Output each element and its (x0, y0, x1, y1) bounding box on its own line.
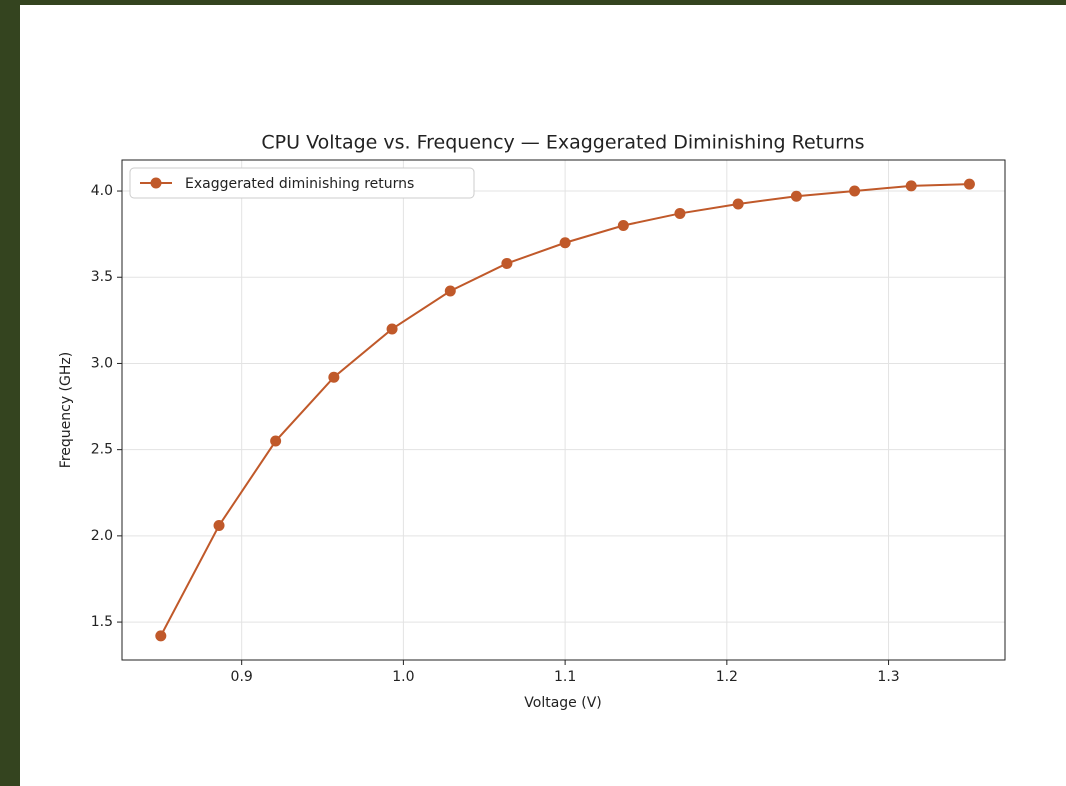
data-point (674, 207, 686, 219)
y-tick-label: 4.0 (91, 183, 113, 199)
data-point (501, 257, 513, 269)
y-tick-label: 3.0 (91, 355, 113, 371)
data-point (559, 237, 571, 249)
y-axis-label: Frequency (GHz) (58, 352, 74, 468)
chart-title: CPU Voltage vs. Frequency — Exaggerated … (261, 132, 864, 154)
y-tick-label: 2.5 (91, 442, 113, 458)
data-point (155, 630, 167, 642)
data-point (270, 435, 282, 447)
x-tick-label: 1.1 (554, 669, 576, 685)
x-axis-label: Voltage (V) (524, 695, 601, 711)
data-point (386, 323, 398, 335)
x-tick-label: 1.2 (716, 669, 738, 685)
y-tick-label: 3.5 (91, 269, 113, 285)
data-point (328, 371, 340, 383)
plot-frame (121, 159, 1006, 661)
legend-box (129, 167, 475, 199)
data-point (213, 520, 225, 532)
legend-label: Exaggerated diminishing returns (185, 176, 414, 192)
x-tick-label: 0.9 (231, 669, 253, 685)
data-point (963, 178, 975, 190)
legend-marker (150, 177, 162, 189)
figure (20, 5, 1066, 786)
data-point (849, 185, 861, 197)
x-tick-label: 1.0 (392, 669, 414, 685)
data-point (444, 285, 456, 297)
x-tick-label: 1.3 (877, 669, 899, 685)
data-point (905, 180, 917, 192)
data-point (732, 198, 744, 210)
y-tick-label: 2.0 (91, 528, 113, 544)
data-point (790, 190, 802, 202)
y-tick-label: 1.5 (91, 614, 113, 630)
data-point (617, 220, 629, 232)
